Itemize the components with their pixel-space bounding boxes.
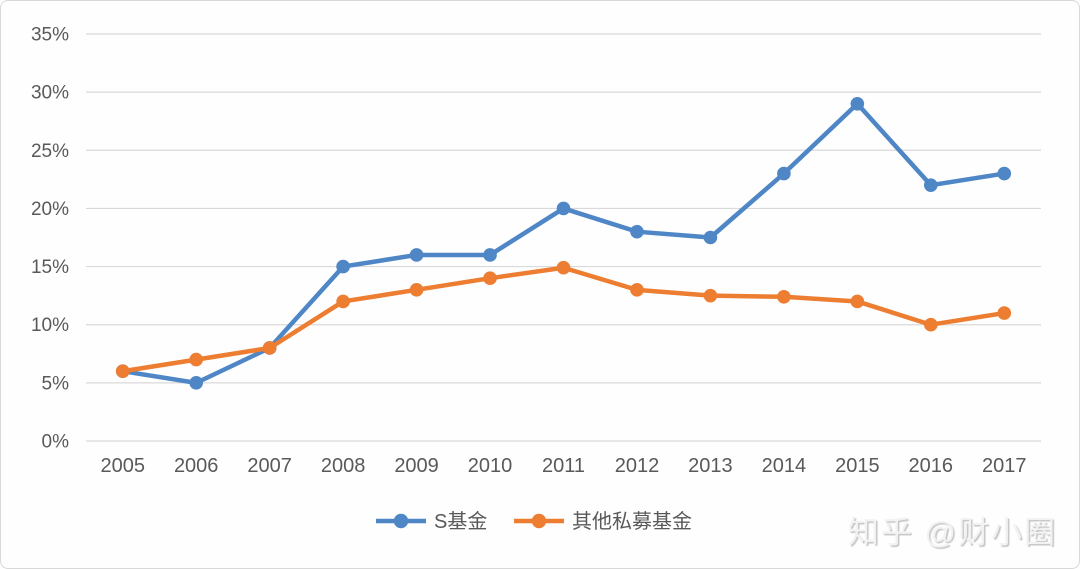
data-point [703, 230, 718, 245]
x-axis-tick-label: 2005 [100, 455, 145, 477]
data-point [850, 294, 865, 309]
data-point [924, 178, 938, 192]
data-point [630, 224, 644, 239]
y-axis-tick-label: 5% [42, 373, 70, 394]
x-axis-tick-label: 2008 [321, 455, 366, 477]
data-point [630, 283, 644, 297]
data-point [556, 260, 571, 275]
data-point [777, 290, 791, 304]
data-point [336, 294, 350, 309]
zhihu-watermark: 知乎 @财小圈 [847, 515, 1057, 550]
y-axis-tick-label: 0% [42, 432, 70, 453]
data-point [777, 166, 791, 181]
data-point [850, 96, 865, 111]
series-line-0 [120, 101, 1007, 386]
x-axis-tick-label: 2017 [982, 455, 1027, 477]
x-axis-tick-label: 2016 [909, 455, 954, 477]
data-point [189, 352, 203, 367]
x-axis-tick-label: 2006 [174, 455, 219, 477]
data-point [703, 288, 718, 303]
data-point [262, 341, 277, 355]
data-point [924, 317, 938, 332]
data-point [409, 248, 424, 262]
x-axis-tick-label: 2007 [247, 455, 292, 477]
data-point [336, 259, 350, 274]
data-point [409, 283, 424, 297]
x-axis-tick-label: 2009 [394, 455, 439, 477]
x-axis-tick-label: 2013 [688, 455, 733, 477]
data-point [189, 376, 203, 390]
x-axis-tick-label: 2014 [762, 455, 807, 477]
legend-label-1: 其他私募基金 [572, 510, 692, 533]
data-point [997, 306, 1012, 320]
x-axis-tick-label: 2012 [615, 455, 660, 477]
y-axis-tick-label: 20% [31, 199, 69, 220]
y-axis-tick-label: 10% [31, 315, 69, 336]
data-point [483, 248, 497, 262]
x-axis-tick-label: 2011 [542, 455, 585, 477]
data-point [115, 364, 130, 379]
legend-marker-dot [393, 513, 409, 529]
x-axis-tick-label: 2015 [835, 455, 880, 477]
legend-marker-dot [531, 513, 547, 529]
legend-label-0: S基金 [434, 510, 487, 533]
y-axis-tick-label: 35% [31, 25, 69, 46]
y-axis-tick-label: 15% [31, 257, 69, 278]
data-point [483, 271, 497, 286]
y-axis-tick-label: 25% [31, 141, 69, 162]
y-axis-tick-label: 30% [31, 83, 69, 104]
x-axis-tick-label: 2010 [468, 455, 513, 477]
data-point [556, 201, 571, 216]
data-point [997, 166, 1012, 181]
